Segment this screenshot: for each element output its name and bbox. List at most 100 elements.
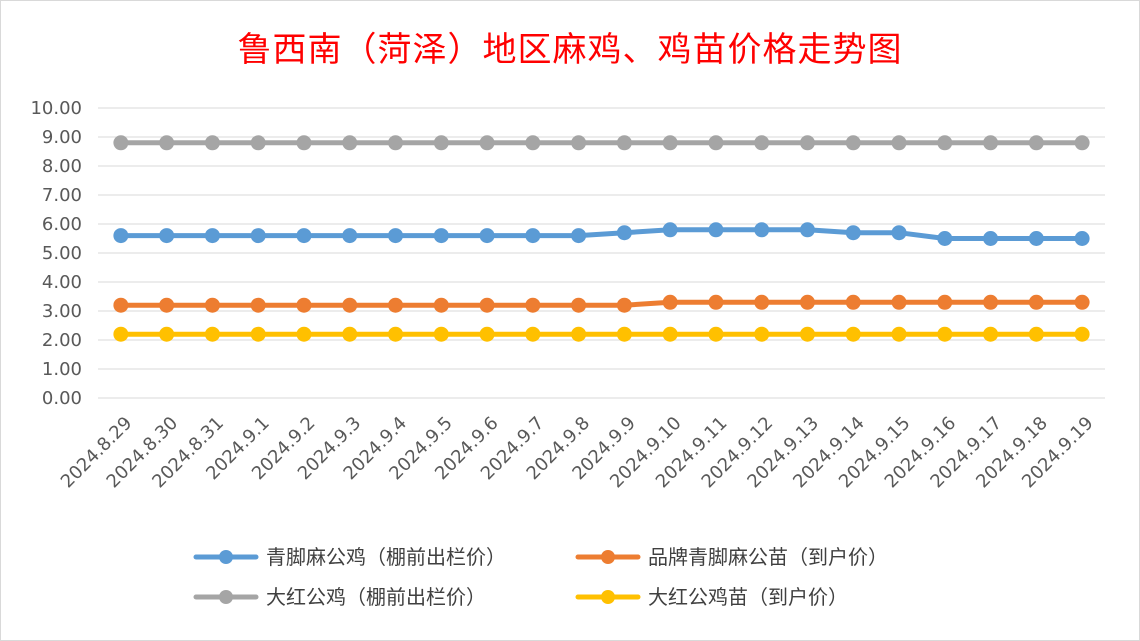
series-2-point xyxy=(342,135,358,151)
legend-swatch-marker xyxy=(601,590,615,604)
series-2-point xyxy=(845,135,861,151)
series-1-point xyxy=(342,297,358,313)
series-0-point xyxy=(479,228,495,244)
series-line-1 xyxy=(118,299,1085,308)
series-3-point xyxy=(479,326,495,342)
series-0-point xyxy=(708,222,724,238)
series-0-point xyxy=(342,228,358,244)
legend-label: 青脚麻公鸡（棚前出栏价） xyxy=(266,545,506,569)
series-2-point xyxy=(937,135,953,151)
series-2-point xyxy=(525,135,541,151)
series-0-point xyxy=(525,228,541,244)
series-2-point xyxy=(204,135,220,151)
series-1-point xyxy=(754,294,770,310)
series-0-point xyxy=(159,228,175,244)
series-3-point xyxy=(571,326,587,342)
series-2-point xyxy=(891,135,907,151)
series-0-point xyxy=(983,231,999,246)
legend-label: 品牌青脚麻公苗（到户价） xyxy=(648,545,888,569)
series-3-point xyxy=(388,326,404,342)
series-1-point xyxy=(433,297,449,313)
series-2-point xyxy=(662,135,678,151)
series-1-point xyxy=(388,297,404,313)
series-1-point xyxy=(891,294,907,310)
legend-swatch-marker xyxy=(601,550,615,564)
legend-label: 大红公鸡（棚前出栏价） xyxy=(266,585,486,609)
series-2-point xyxy=(799,135,815,151)
series-0-point xyxy=(1074,231,1090,246)
chart-title: 鲁西南（菏泽）地区麻鸡、鸡苗价格走势图 xyxy=(237,30,903,70)
series-1-point xyxy=(525,297,541,313)
series-0-point xyxy=(754,222,770,238)
series-1-point xyxy=(296,297,312,313)
series-0-point xyxy=(113,228,129,244)
series-3-point xyxy=(937,326,953,342)
series-0-point xyxy=(388,228,404,244)
series-2-point xyxy=(708,135,724,151)
series-3-point xyxy=(525,326,541,342)
series-2-point xyxy=(754,135,770,151)
series-2-point xyxy=(388,135,404,151)
series-3-point xyxy=(708,326,724,342)
y-tick-label: 2.00 xyxy=(42,330,82,351)
y-tick-label: 1.00 xyxy=(42,359,82,380)
legend-label: 大红公鸡苗（到户价） xyxy=(648,585,848,609)
series-1-point xyxy=(937,294,953,310)
series-1-point xyxy=(1028,294,1044,310)
y-tick-label: 10.00 xyxy=(30,98,82,119)
series-0-point xyxy=(937,231,953,246)
series-1-point xyxy=(204,297,220,313)
series-1-point xyxy=(616,297,632,313)
series-line-0 xyxy=(118,227,1085,241)
gridlines xyxy=(98,107,1105,399)
series-0-point xyxy=(662,222,678,238)
series-1-point xyxy=(662,294,678,310)
series-0-point xyxy=(250,228,266,244)
series-1-point xyxy=(113,297,129,313)
series-1-point xyxy=(845,294,861,310)
series-1-point xyxy=(1074,294,1090,310)
series-0-point xyxy=(845,225,861,241)
series-3-point xyxy=(1028,326,1044,342)
series-3-point xyxy=(1074,326,1090,342)
series-1-point xyxy=(983,294,999,310)
y-tick-label: 3.00 xyxy=(42,301,82,322)
series-2-point xyxy=(983,135,999,151)
y-tick-label: 9.00 xyxy=(42,127,82,148)
series-1-point xyxy=(250,297,266,313)
series-0-point xyxy=(571,228,587,244)
y-tick-label: 7.00 xyxy=(42,185,82,206)
y-tick-label: 4.00 xyxy=(42,272,82,293)
series-0-point xyxy=(799,222,815,238)
series-2-point xyxy=(479,135,495,151)
series-3-point xyxy=(204,326,220,342)
series-1-point xyxy=(479,297,495,313)
y-tick-label: 0.00 xyxy=(42,388,82,409)
series-2-point xyxy=(250,135,266,151)
series-2-point xyxy=(113,135,129,151)
series-1-point xyxy=(799,294,815,310)
legend-swatch-marker xyxy=(219,590,233,604)
series-0-point xyxy=(616,225,632,241)
series-0-point xyxy=(1028,231,1044,246)
y-tick-label: 8.00 xyxy=(42,156,82,177)
series-3-point xyxy=(754,326,770,342)
series-3-point xyxy=(433,326,449,342)
series-2-point xyxy=(616,135,632,151)
legend: 青脚麻公鸡（棚前出栏价） 品牌青脚麻公苗（到户价） 大红公鸡（棚前出栏价） 大红公鸡苗… xyxy=(193,545,888,609)
series-2-point xyxy=(1028,135,1044,151)
series-3-point xyxy=(891,326,907,342)
series-3-point xyxy=(616,326,632,342)
series-2-point xyxy=(571,135,587,151)
series-1-point xyxy=(159,297,175,313)
series-3-point xyxy=(799,326,815,342)
series-0-point xyxy=(296,228,312,244)
series-0-point xyxy=(204,228,220,244)
series-2-point xyxy=(1074,135,1090,151)
series-3-point xyxy=(342,326,358,342)
series-1-point xyxy=(571,297,587,313)
x-axis-ticks: 2024.8.292024.8.302024.8.312024.9.12024.… xyxy=(57,413,1098,493)
series-2-point xyxy=(296,135,312,151)
